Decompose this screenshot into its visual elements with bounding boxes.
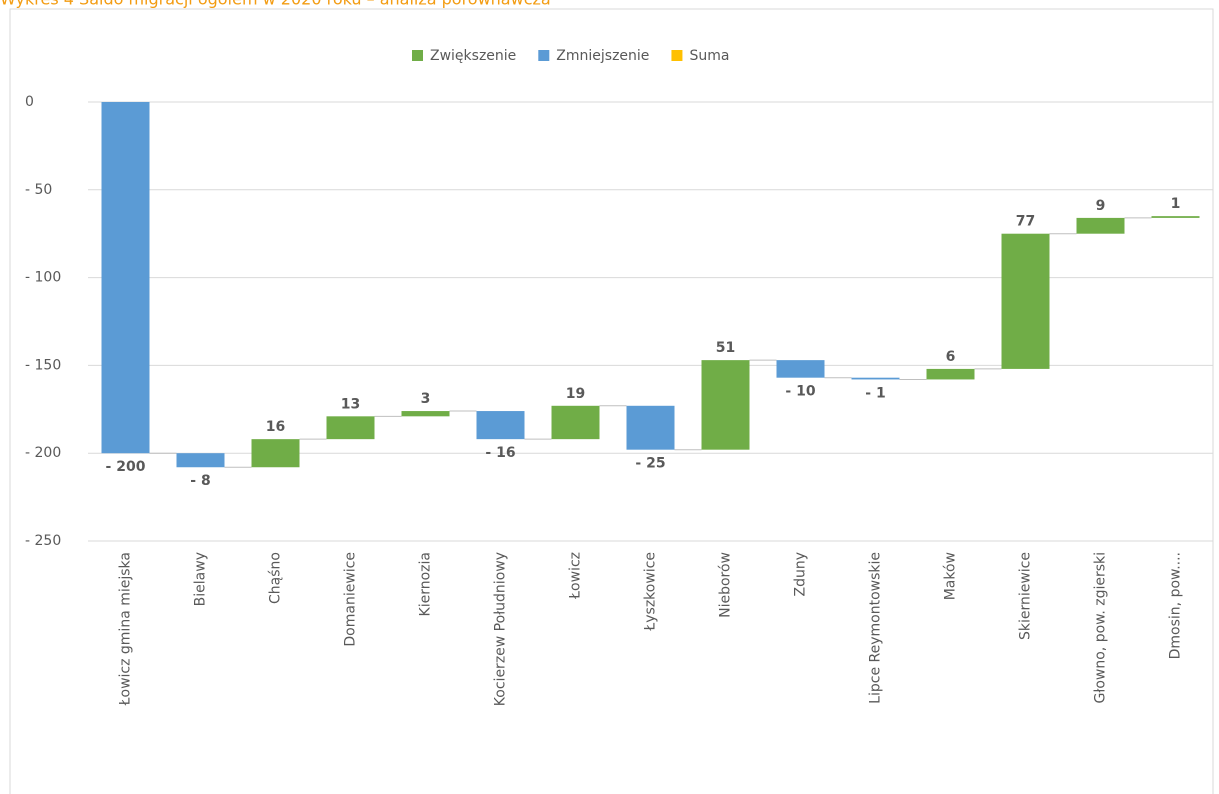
x-tick-label: Nieborów — [718, 552, 734, 618]
data-label: 77 — [1016, 214, 1035, 230]
bar — [401, 411, 450, 417]
x-tick-label: Lipce Reymontowskie — [868, 552, 884, 704]
legend-label: Zwiększenie — [430, 48, 516, 64]
x-tick-label: Dmosin, pow.... — [1168, 552, 1184, 659]
bar — [1151, 216, 1200, 218]
bar — [851, 377, 900, 380]
data-label: 6 — [946, 349, 956, 365]
bar — [701, 360, 750, 450]
y-tick-label: - 100 — [25, 270, 61, 286]
data-label: 1 — [1171, 196, 1181, 212]
y-tick-label: - 200 — [25, 445, 61, 461]
chart-title: Wykres 4 Saldo migracji ogółem w 2020 ro… — [0, 0, 551, 9]
x-tick-label: Maków — [943, 552, 959, 600]
bar — [626, 405, 675, 450]
y-tick-label: - 250 — [25, 533, 61, 549]
legend-swatch — [412, 50, 423, 61]
data-label: 16 — [266, 419, 285, 435]
chart-border — [9, 8, 1214, 794]
data-label: 19 — [566, 386, 585, 402]
x-tick-label: Bielawy — [193, 552, 209, 606]
x-tick-label: Kocierzew Południowy — [493, 552, 509, 706]
legend-swatch — [671, 50, 683, 61]
bar — [551, 405, 600, 440]
data-label: - 1 — [865, 385, 885, 401]
y-tick-label: 0 — [25, 94, 34, 110]
data-label: 13 — [341, 396, 360, 412]
bar — [476, 411, 525, 440]
x-tick-label: Kiernozia — [418, 552, 434, 616]
data-label: - 16 — [485, 445, 515, 461]
legend-swatch — [538, 50, 550, 61]
x-tick-label: Łowicz gmina miejska — [118, 552, 134, 706]
legend-label: Suma — [689, 48, 729, 64]
y-tick-label: - 50 — [25, 182, 52, 198]
bar — [101, 102, 150, 454]
bar — [176, 453, 225, 468]
bar — [251, 439, 300, 468]
data-label: 9 — [1096, 198, 1106, 214]
y-tick-label: - 150 — [25, 357, 61, 373]
x-tick-label: Skierniewice — [1018, 552, 1034, 640]
x-tick-label: Głowno, pow. zgierski — [1093, 552, 1109, 703]
bar — [1076, 217, 1125, 234]
x-tick-label: Łyszkowice — [643, 552, 659, 632]
bar — [926, 368, 975, 380]
x-tick-label: Zduny — [793, 552, 809, 597]
x-tick-label: Chąśno — [268, 552, 284, 604]
data-label: - 25 — [635, 456, 665, 472]
data-label: 51 — [716, 340, 735, 356]
bar — [1001, 233, 1050, 369]
data-label: - 200 — [106, 459, 146, 475]
legend-label: Zmniejszenie — [556, 48, 649, 64]
data-label: 3 — [421, 391, 431, 407]
data-label: - 8 — [190, 473, 210, 489]
x-tick-label: Domaniewice — [343, 552, 359, 647]
bar — [326, 416, 375, 440]
data-label: - 10 — [785, 384, 815, 400]
x-tick-label: Łowicz — [568, 552, 584, 600]
bar — [776, 360, 825, 378]
